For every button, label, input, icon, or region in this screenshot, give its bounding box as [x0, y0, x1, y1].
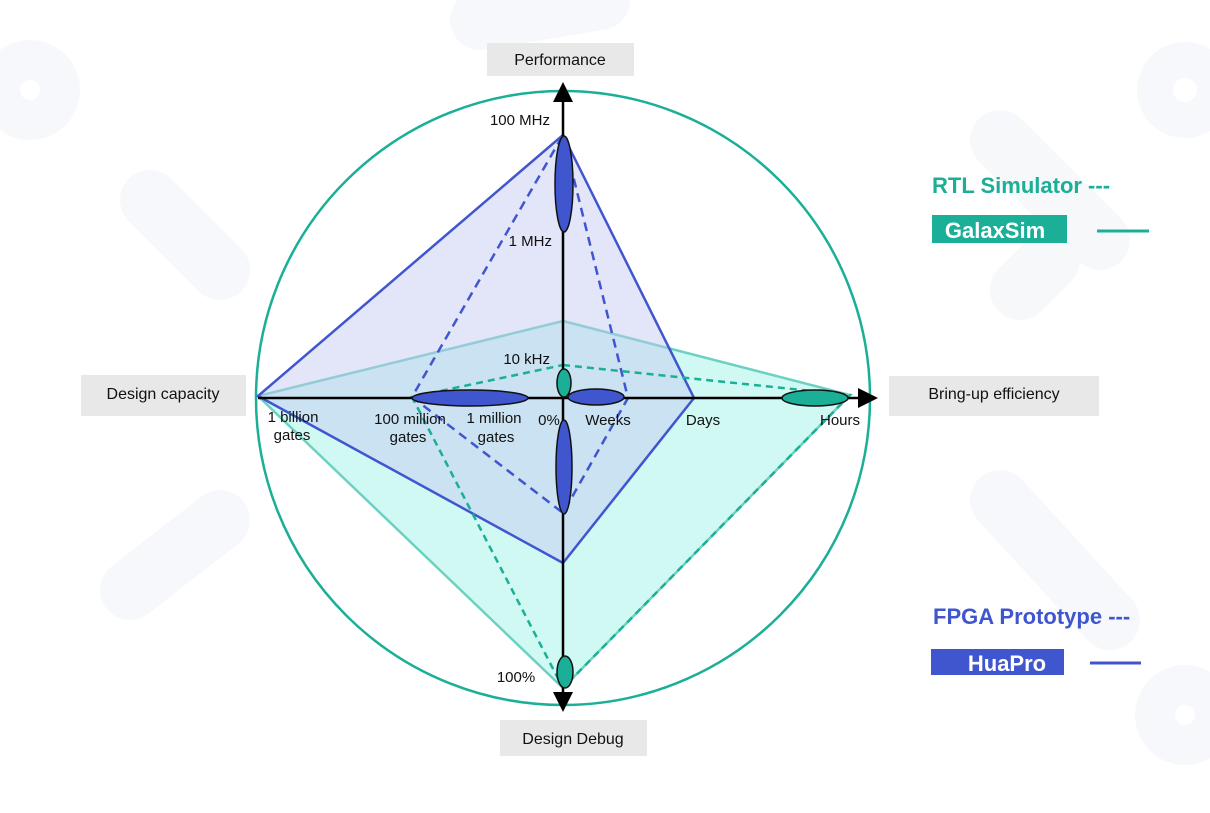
background-pattern: [0, 0, 1210, 765]
legend-fpga-prototype: FPGA Prototype ---: [933, 604, 1130, 629]
legend-galaxsim: GalaxSim: [932, 215, 1149, 243]
axis-title-design-capacity: Design capacity: [81, 375, 246, 416]
range-ellipse-performance-galaxsim: [556, 368, 572, 398]
tick-label-1-billion-gates-line1: 1 billion: [268, 409, 319, 426]
axis-title-design-debug-text: Design Debug: [522, 731, 623, 748]
range-ellipse-capacity-huapro: [411, 389, 529, 407]
tick-label-weeks: Weeks: [585, 412, 631, 429]
legend-galaxsim-tag: [932, 215, 1067, 243]
tick-label-days: Days: [686, 412, 720, 429]
axis-title-bring-up-efficiency: Bring-up efficiency: [889, 376, 1099, 416]
tick-label-100mhz: 100 MHz: [490, 112, 550, 129]
range-ellipse-debug-galaxsim: [556, 655, 574, 689]
tick-label-100-percent: 100%: [497, 669, 535, 686]
range-ellipse-performance-huapro: [554, 135, 574, 233]
tick-label-1-million-gates-line2: gates: [478, 429, 515, 446]
axis-title-design-capacity-text: Design capacity: [107, 386, 220, 403]
legend-rtl-simulator: RTL Simulator ---: [932, 173, 1110, 198]
axis-title-design-debug: Design Debug: [500, 720, 647, 756]
tick-label-1mhz: 1 MHz: [509, 233, 552, 250]
legend-rtl-simulator-label: RTL Simulator ---: [932, 173, 1110, 198]
axis-title-performance: Performance: [487, 43, 634, 76]
legend-galaxsim-label: GalaxSim: [945, 218, 1045, 243]
legend-huapro: HuaPro: [931, 649, 1141, 676]
tick-label-hours: Hours: [820, 412, 860, 429]
tick-label-1-million-gates-line1: 1 million: [466, 410, 521, 427]
tick-label-100-million-gates-line2: gates: [390, 429, 427, 446]
fpga-prototype-line: [410, 131, 630, 515]
legend-fpga-prototype-label: FPGA Prototype ---: [933, 604, 1130, 629]
axis-title-bring-up-efficiency-text: Bring-up efficiency: [928, 386, 1059, 403]
range-ellipse-bringup-huapro: [567, 388, 625, 406]
tick-label-100-million-gates-line1: 100 million: [374, 411, 446, 428]
legend-huapro-label: HuaPro: [968, 651, 1046, 676]
range-ellipse-debug-huapro: [555, 419, 573, 515]
tick-label-1-billion-gates-line2: gates: [274, 427, 311, 444]
tick-label-10khz: 10 kHz: [503, 351, 550, 368]
legend-huapro-tag: [931, 649, 1064, 675]
range-ellipse-bringup-galaxsim: [781, 389, 849, 407]
tick-label-0-percent: 0%: [538, 412, 560, 429]
axis-title-performance-text: Performance: [514, 52, 606, 69]
